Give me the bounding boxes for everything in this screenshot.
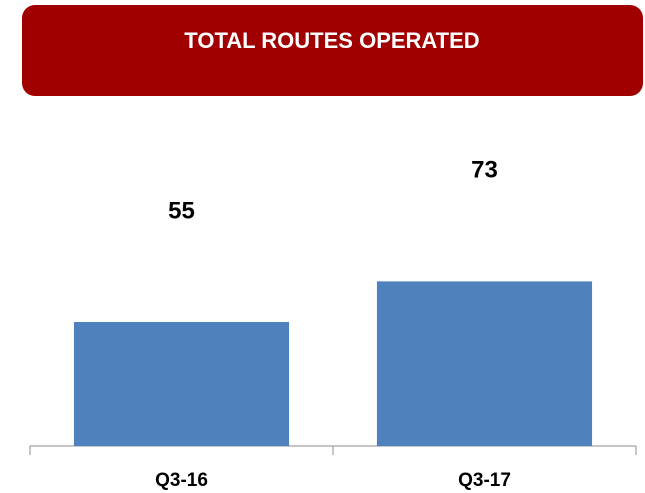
bar [376,281,593,446]
x-tick-label: Q3-16 [155,470,208,491]
title-box [22,5,643,96]
x-tick-label: Q3-17 [458,470,511,491]
chart-title: TOTAL ROUTES OPERATED [184,28,479,53]
data-label: 73 [471,157,498,184]
data-label: 55 [168,197,195,224]
bar [73,321,290,446]
